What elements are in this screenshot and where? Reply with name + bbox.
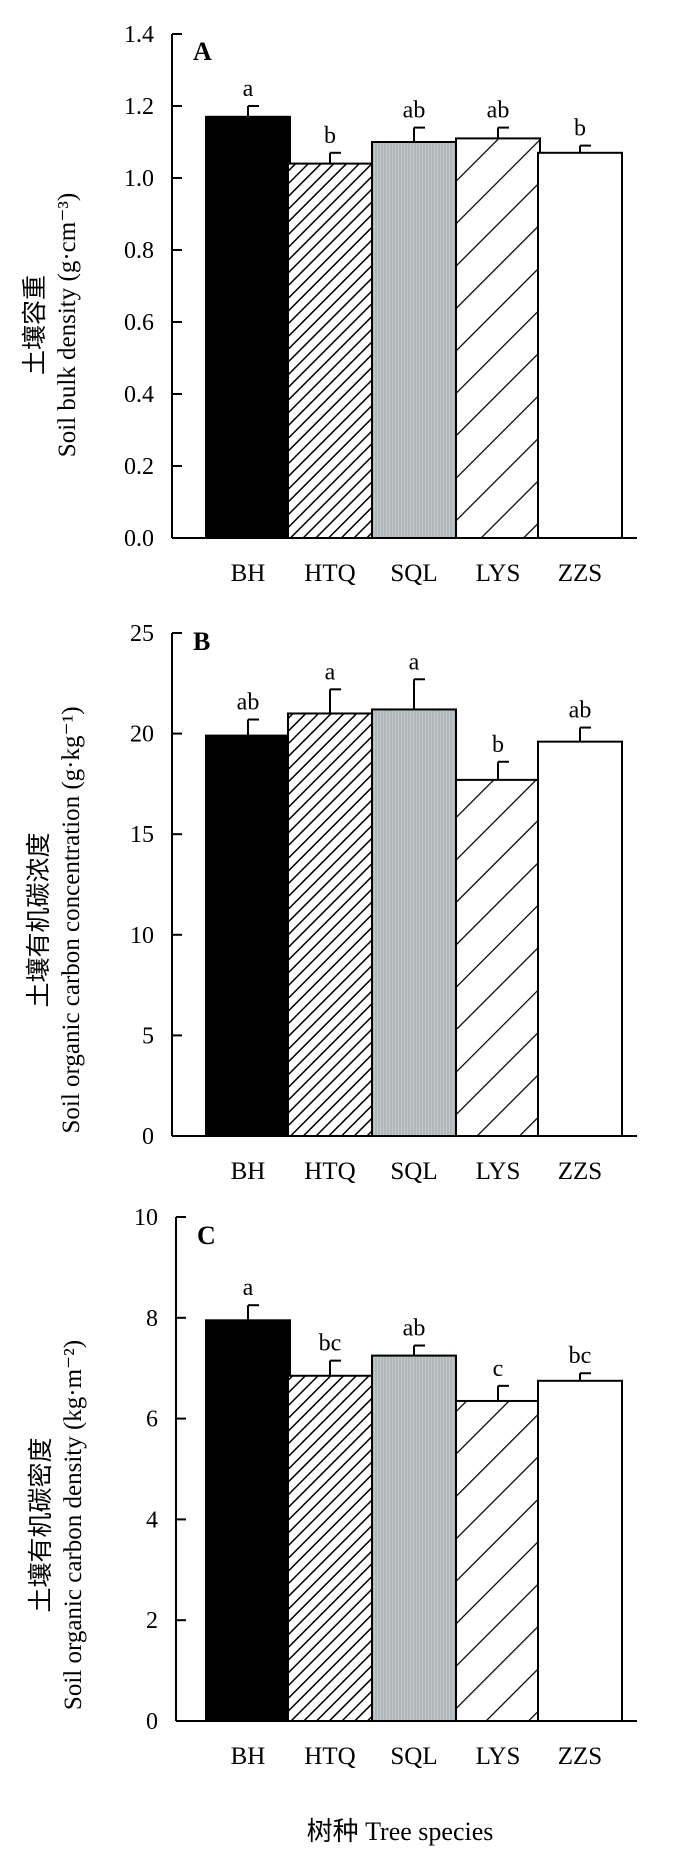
y-tick-label: 0	[146, 1709, 158, 1735]
y-tick-label: 10	[134, 1205, 158, 1231]
significance-letter: ab	[569, 698, 592, 724]
significance-letter: b	[574, 116, 586, 142]
significance-letter: ab	[403, 98, 426, 124]
x-tick-label: BH	[231, 560, 266, 587]
x-tick-label: HTQ	[304, 1743, 355, 1770]
y-tick-label: 10	[130, 923, 154, 949]
significance-letter: a	[243, 76, 254, 102]
x-tick-label: LYS	[476, 1158, 521, 1185]
y-axis-title: 土壤有机碳浓度 Soil organic carbon concentratio…	[25, 706, 85, 1133]
y-axis-title-en: Soil bulk density (g·cm⁻³)	[54, 193, 81, 457]
x-tick-label: LYS	[476, 1743, 521, 1770]
bar	[537, 1379, 623, 1723]
y-tick-label: 8	[146, 1306, 158, 1332]
significance-letter: a	[409, 649, 420, 675]
y-axis-title-cn: 土壤容重	[21, 275, 49, 375]
bar	[537, 151, 623, 540]
significance-letter: bc	[569, 1343, 592, 1369]
panel-label: C	[197, 1221, 216, 1250]
bar	[455, 137, 541, 539]
y-axis-title: 土壤容重 Soil bulk density (g·cm⁻³)	[21, 193, 81, 457]
y-axis-title: 土壤有机碳密度 Soil organic carbon density (kg·…	[27, 1340, 87, 1710]
y-tick-label: 5	[142, 1023, 154, 1049]
significance-letter: a	[243, 1275, 254, 1301]
bar	[287, 1374, 373, 1722]
y-tick-label: 15	[130, 822, 154, 848]
x-tick-label: SQL	[390, 1158, 437, 1185]
significance-letter: ab	[237, 690, 260, 716]
bar	[371, 141, 457, 539]
chart-panel-b: B 土壤有机碳浓度 Soil organic carbon concentrat…	[25, 621, 637, 1185]
significance-letter: a	[325, 659, 336, 685]
significance-letter: c	[493, 1356, 504, 1382]
y-tick-label: 1.2	[124, 94, 154, 120]
bar	[287, 712, 373, 1137]
significance-letter: bc	[319, 1331, 342, 1357]
y-tick-label: 2	[146, 1608, 158, 1634]
chart-panel-a: A 土壤容重 Soil bulk density (g·cm⁻³) 0.0 0.2…	[21, 22, 637, 587]
x-tick-label: BH	[231, 1158, 266, 1185]
x-tick-label: SQL	[390, 560, 437, 587]
y-tick-label: 6	[146, 1407, 158, 1433]
panel-label: B	[193, 627, 210, 656]
bar	[205, 1319, 291, 1722]
x-tick-label: HTQ	[304, 560, 355, 587]
x-tick-label: LYS	[476, 560, 521, 587]
x-tick-label: ZZS	[558, 1158, 602, 1185]
y-tick-label: 4	[146, 1507, 158, 1533]
x-tick-label: ZZS	[558, 560, 602, 587]
y-tick-label: 1.4	[124, 22, 154, 48]
significance-letter: b	[324, 123, 336, 149]
y-tick-label: 0.0	[124, 526, 154, 552]
y-tick-label: 25	[130, 621, 154, 647]
significance-letter: b	[492, 732, 504, 758]
y-axis-title-cn: 土壤有机碳密度	[27, 1437, 55, 1612]
significance-letter: ab	[403, 1316, 426, 1342]
x-tick-label: BH	[231, 1743, 266, 1770]
y-tick-label: 0.6	[124, 310, 154, 336]
bar	[455, 1399, 541, 1722]
x-tick-label: HTQ	[304, 1158, 355, 1185]
bar	[205, 734, 291, 1137]
x-tick-label: ZZS	[558, 1743, 602, 1770]
significance-letter: ab	[487, 98, 510, 124]
bar	[287, 162, 373, 539]
bar	[371, 708, 457, 1137]
bar	[455, 778, 541, 1137]
y-tick-label: 0.2	[124, 454, 154, 480]
bar	[205, 115, 291, 540]
chart-panel-c: C 土壤有机碳密度 Soil organic carbon density (k…	[27, 1205, 637, 1770]
bar	[537, 740, 623, 1137]
y-axis-title-en: Soil organic carbon density (kg·m⁻²)	[60, 1340, 87, 1710]
y-axis-title-en: Soil organic carbon concentration (g·kg⁻…	[58, 706, 85, 1133]
y-axis-title-cn: 土壤有机碳浓度	[25, 832, 53, 1007]
bar	[371, 1354, 457, 1722]
y-tick-label: 0.8	[124, 238, 154, 264]
y-tick-label: 1.0	[124, 166, 154, 192]
x-tick-label: SQL	[390, 1743, 437, 1770]
y-tick-label: 0.4	[124, 382, 154, 408]
y-tick-label: 20	[130, 722, 154, 748]
x-axis-title: 树种 Tree species	[307, 1817, 494, 1846]
panel-label: A	[193, 37, 212, 66]
y-tick-label: 0	[142, 1124, 154, 1150]
